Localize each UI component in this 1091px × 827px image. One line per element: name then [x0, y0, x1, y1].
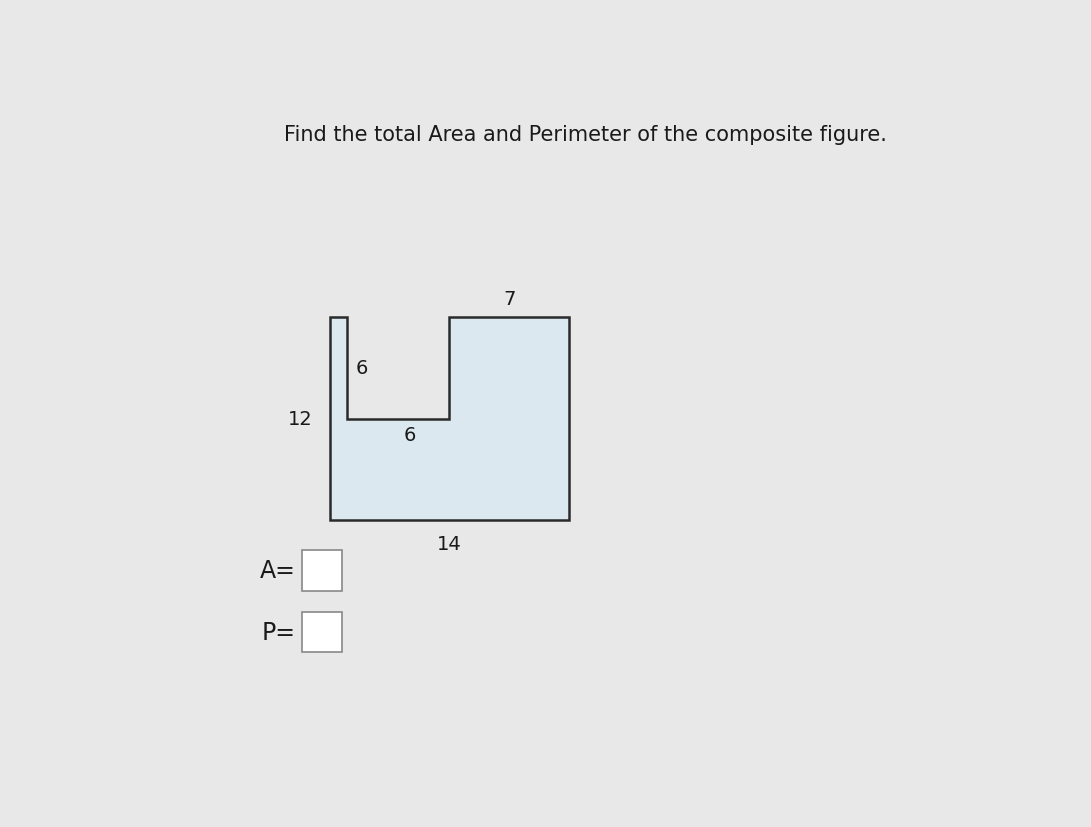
Text: 6: 6	[404, 425, 416, 444]
Text: A=: A=	[260, 559, 296, 583]
Text: 14: 14	[437, 534, 461, 553]
Text: 6: 6	[356, 359, 368, 378]
Text: P=: P=	[261, 620, 296, 644]
Text: 12: 12	[288, 409, 313, 428]
Text: 7: 7	[503, 289, 515, 308]
Text: Find the total Area and Perimeter of the composite figure.: Find the total Area and Perimeter of the…	[285, 125, 887, 145]
Polygon shape	[331, 318, 568, 521]
